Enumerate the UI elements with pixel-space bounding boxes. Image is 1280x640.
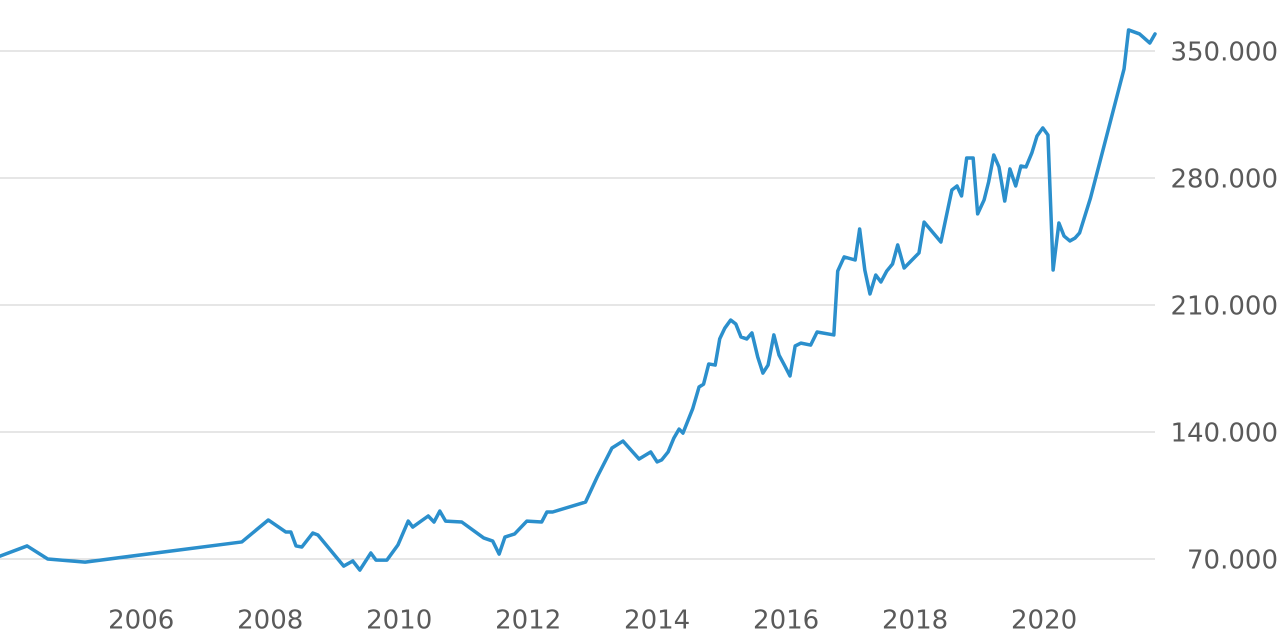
x-tick-label: 2008 [237, 606, 303, 636]
x-tick-label: 2014 [624, 606, 690, 636]
price-line [0, 28, 1157, 572]
x-tick-label: 2020 [1011, 606, 1077, 636]
x-tick-label: 2010 [366, 606, 432, 636]
y-tick-label: 70.000 [1187, 545, 1278, 575]
y-tick-label: 280.000 [1170, 164, 1278, 194]
y-tick-label: 140.000 [1170, 418, 1278, 448]
x-tick-label: 2016 [753, 606, 819, 636]
x-tick-label: 2018 [882, 606, 948, 636]
x-tick-label: 2012 [495, 606, 561, 636]
x-tick-label: 2006 [108, 606, 174, 636]
y-tick-label: 350.000 [1170, 37, 1278, 67]
y-tick-label: 210.000 [1170, 291, 1278, 321]
